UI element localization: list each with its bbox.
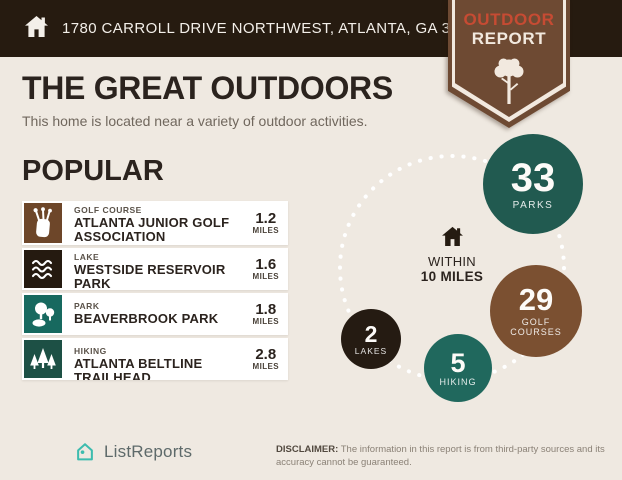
disclaimer-text: DISCLAIMER: The information in this repo… [276,443,620,469]
item-distance: 2.8 MILES [253,347,279,371]
item-name: ATLANTA BELTLINE TRAILHEAD [74,356,203,381]
item-distance: 1.2 MILES [253,211,279,235]
item-category: GOLF COURSE [74,205,142,215]
list-item-lake: LAKE WESTSIDE RESERVOIR PARK 1.6 MILES [22,248,288,290]
popular-heading: POPULAR [22,155,164,187]
item-name: BEAVERBROOK PARK [74,311,219,326]
page-subtitle: This home is located near a variety of o… [22,113,368,129]
stat-value: 29 [518,282,554,317]
radius-label-line1: WITHIN [427,254,476,269]
brand-name: ListReports [104,442,193,461]
item-name: ATLANTA JUNIOR GOLF ASSOCIATION [74,215,230,244]
popular-list: GOLF COURSE ATLANTA JUNIOR GOLF ASSOCIAT… [22,201,288,380]
stat-bubble-lakes: 2 LAKES [341,309,401,369]
stat-label: PARKS [512,199,554,211]
waves-icon [24,250,62,288]
distance-value: 1.8 [255,301,277,318]
listreports-logo: ListReports [74,441,192,463]
item-category: LAKE [74,252,100,262]
list-item-golf-course: GOLF COURSE ATLANTA JUNIOR GOLF ASSOCIAT… [22,201,288,245]
golf-bag-icon [24,203,62,243]
park-trees-icon [24,295,62,333]
radius-label-line2: 10 MILES [420,269,484,284]
disclaimer-body: The information in this report is from t… [276,444,605,468]
item-distance: 1.6 MILES [253,257,279,281]
stat-bubble-golf-courses: 29 GOLF COURSES [490,265,582,357]
home-icon [441,226,463,246]
item-name: WESTSIDE RESERVOIR PARK [74,262,226,291]
stat-value: 33 [510,155,556,200]
property-address: 1780 CARROLL DRIVE NORTHWEST, ATLANTA, G… [62,20,486,37]
home-icon [24,15,49,43]
radius-center: WITHIN 10 MILES [412,226,492,284]
item-category: PARK [74,301,100,311]
distance-value: 1.2 [255,210,277,227]
distance-value: 2.8 [255,346,277,363]
stat-bubble-hiking: 5 HIKING [424,334,492,402]
badge-word-outdoor: OUTDOOR [463,10,555,29]
distance-unit: MILES [252,272,279,281]
list-item-hiking: HIKING ATLANTA BELTLINE TRAILHEAD 2.8 MI… [22,338,288,380]
item-category: HIKING [74,346,107,356]
distance-unit: MILES [252,317,279,326]
page-title: THE GREAT OUTDOORS [22,70,393,106]
pine-trees-icon [24,340,62,378]
stat-label: LAKES [354,345,388,356]
stat-label: GOLF COURSES [510,317,562,337]
stats-cluster: WITHIN 10 MILES 33 PARKS 29 GOLF COURSES… [320,130,622,408]
distance-unit: MILES [252,362,279,371]
item-distance: 1.8 MILES [253,302,279,326]
stat-bubble-parks: 33 PARKS [483,134,583,234]
listreports-logo-icon [77,443,93,461]
disclaimer-label: DISCLAIMER: [276,444,339,455]
outdoor-report-badge: OUTDOOR REPORT [448,0,570,128]
stat-value: 2 [364,320,378,347]
list-item-park: PARK BEAVERBROOK PARK 1.8 MILES [22,293,288,335]
tree-icon [491,56,527,111]
stat-label: HIKING [439,376,477,387]
distance-value: 1.6 [255,256,277,273]
distance-unit: MILES [252,226,279,235]
badge-word-report: REPORT [471,29,547,48]
stat-value: 5 [450,347,466,378]
